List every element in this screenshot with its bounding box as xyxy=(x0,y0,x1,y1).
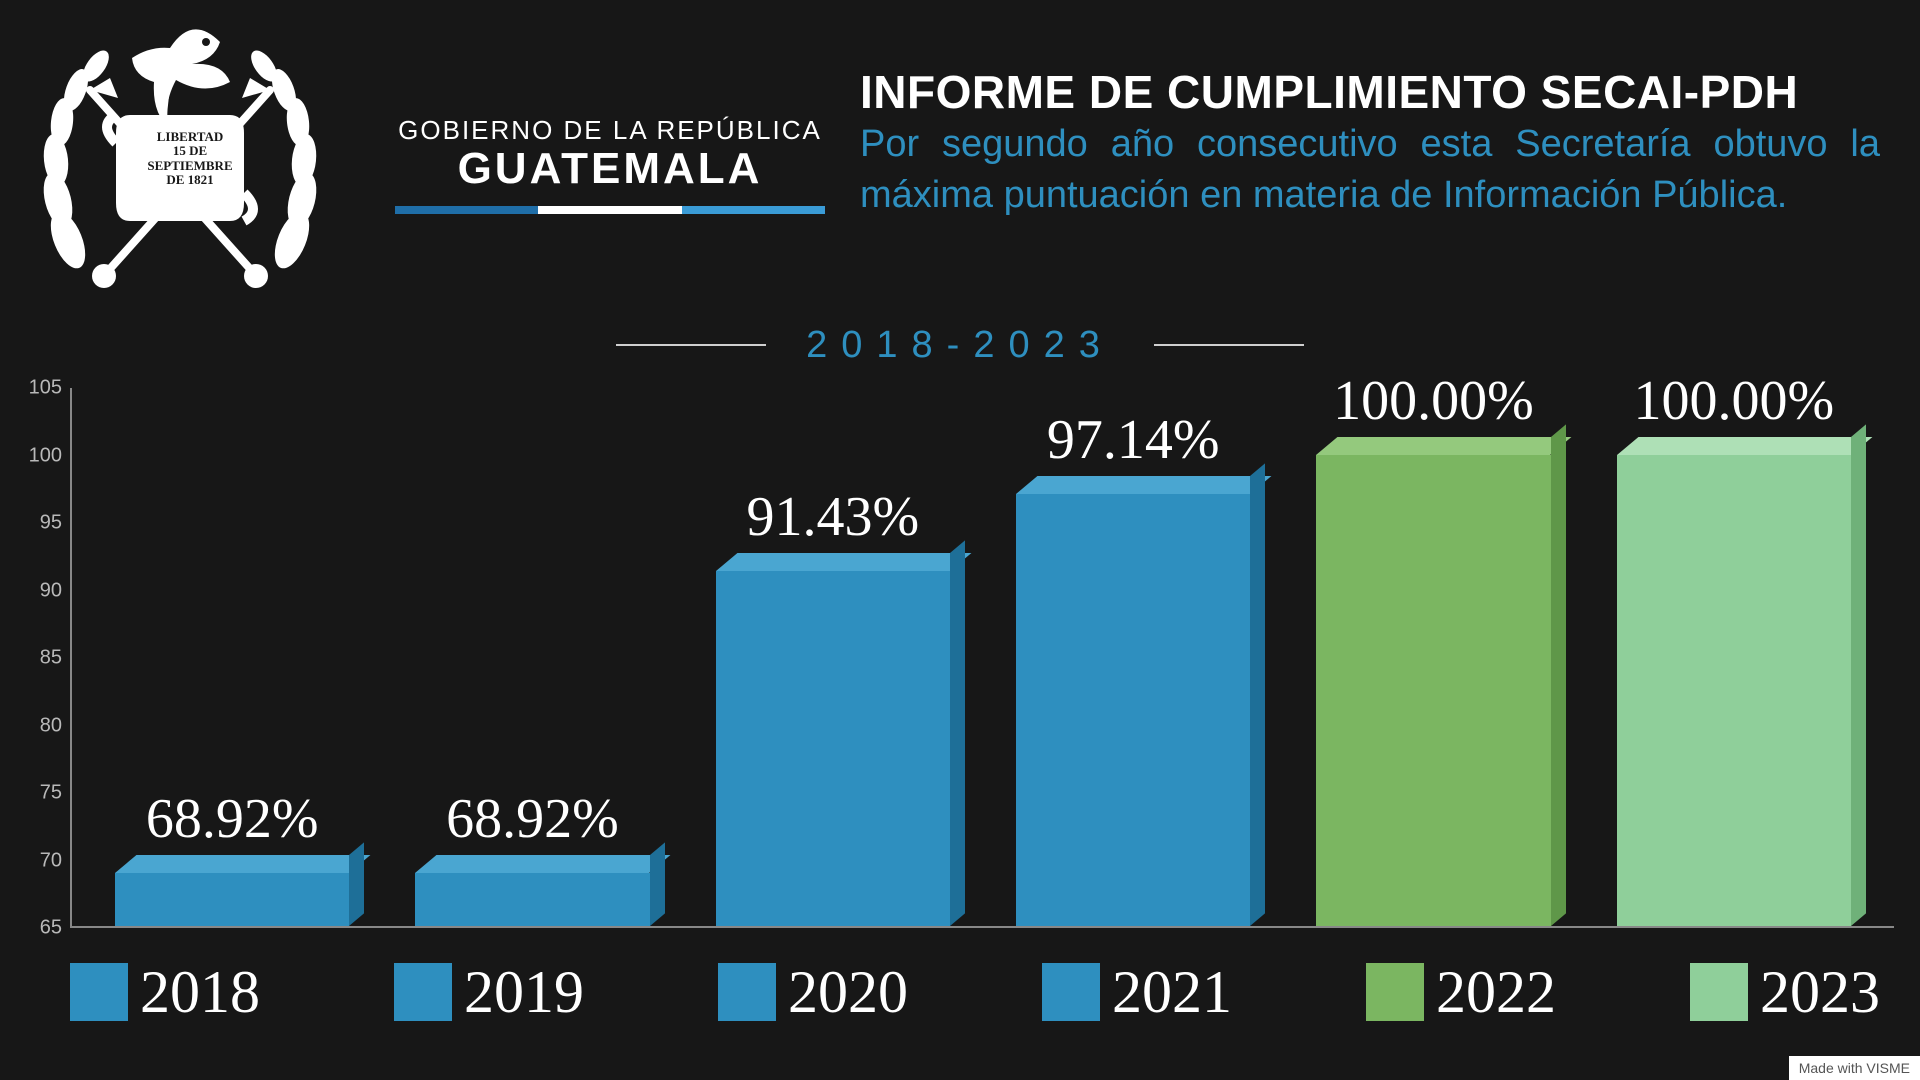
bar-value-label: 97.14% xyxy=(1047,408,1220,472)
y-tick-label: 70 xyxy=(40,849,62,872)
gov-subheading: GOBIERNO DE LA REPÚBLICA xyxy=(395,115,825,146)
y-axis: 65707580859095100105 xyxy=(14,388,70,928)
legend-year: 2022 xyxy=(1436,958,1556,1027)
bars-container: 68.92% 68.92% 91.43% 97.14% 100.00% 100.00% xyxy=(72,388,1894,926)
bar: 97.14% xyxy=(1016,494,1250,926)
legend-swatch xyxy=(394,963,452,1021)
scroll-line: 15 DE xyxy=(140,144,240,158)
legend-item: 2018 xyxy=(70,958,260,1027)
compliance-bar-chart: 65707580859095100105 68.92%68.92%91.43%9… xyxy=(14,388,1894,928)
y-tick-label: 80 xyxy=(40,714,62,737)
bar-value-label: 100.00% xyxy=(1633,369,1834,433)
bar-slot: 68.92% xyxy=(82,388,382,926)
bar-slot: 97.14% xyxy=(983,388,1283,926)
year-range-text: 2018-2023 xyxy=(806,324,1114,367)
legend-item: 2021 xyxy=(1042,958,1232,1027)
bar-value-label: 100.00% xyxy=(1333,369,1534,433)
legend-swatch xyxy=(718,963,776,1021)
scroll-line: DE 1821 xyxy=(140,173,240,187)
header: LIBERTAD 15 DE SEPTIEMBRE DE 1821 GOBIER… xyxy=(20,20,1880,300)
bar: 68.92% xyxy=(415,873,649,926)
legend-year: 2023 xyxy=(1760,958,1880,1027)
y-tick-label: 105 xyxy=(29,377,62,400)
bar: 91.43% xyxy=(716,571,950,926)
bar: 100.00% xyxy=(1316,455,1550,926)
main-title: INFORME DE CUMPLIMIENTO SECAI-PDH xyxy=(860,65,1880,119)
range-rule-right xyxy=(1154,344,1304,346)
plot-area: 68.92% 68.92% 91.43% 97.14% 100.00% 100.00% xyxy=(70,388,1894,928)
legend-swatch xyxy=(70,963,128,1021)
gov-underline xyxy=(395,206,825,214)
legend-item: 2023 xyxy=(1690,958,1880,1027)
coat-of-arms-emblem: LIBERTAD 15 DE SEPTIEMBRE DE 1821 xyxy=(20,20,340,320)
legend-swatch xyxy=(1042,963,1100,1021)
subtitle: Por segundo año consecutivo esta Secreta… xyxy=(860,119,1880,222)
legend: 2018 2019 2020 2021 2022 2023 xyxy=(70,952,1880,1032)
scroll-line: SEPTIEMBRE xyxy=(140,159,240,173)
bar-slot: 100.00% xyxy=(1584,388,1884,926)
legend-year: 2021 xyxy=(1112,958,1232,1027)
y-tick-label: 90 xyxy=(40,579,62,602)
bar-value-label: 68.92% xyxy=(146,787,319,851)
scroll-line: LIBERTAD xyxy=(140,130,240,144)
y-tick-label: 95 xyxy=(40,512,62,535)
legend-year: 2019 xyxy=(464,958,584,1027)
bar-value-label: 91.43% xyxy=(746,485,919,549)
emblem-scroll-text: LIBERTAD 15 DE SEPTIEMBRE DE 1821 xyxy=(140,130,240,187)
legend-year: 2018 xyxy=(140,958,260,1027)
bar: 100.00% xyxy=(1617,455,1851,926)
y-tick-label: 100 xyxy=(29,444,62,467)
bar-slot: 100.00% xyxy=(1283,388,1583,926)
government-logo-text: GOBIERNO DE LA REPÚBLICA GUATEMALA xyxy=(395,115,825,214)
title-block: INFORME DE CUMPLIMIENTO SECAI-PDH Por se… xyxy=(860,65,1880,222)
y-tick-label: 65 xyxy=(40,917,62,940)
range-rule-left xyxy=(616,344,766,346)
legend-item: 2022 xyxy=(1366,958,1556,1027)
y-tick-label: 85 xyxy=(40,647,62,670)
legend-swatch xyxy=(1366,963,1424,1021)
bar: 68.92% xyxy=(115,873,349,926)
y-tick-label: 75 xyxy=(40,782,62,805)
watermark: Made with VISME xyxy=(1789,1056,1920,1080)
legend-item: 2019 xyxy=(394,958,584,1027)
gov-heading: GUATEMALA xyxy=(395,144,825,194)
year-range-row: 2018-2023 xyxy=(0,320,1920,370)
legend-year: 2020 xyxy=(788,958,908,1027)
bar-slot: 68.92% xyxy=(382,388,682,926)
legend-swatch xyxy=(1690,963,1748,1021)
bar-slot: 91.43% xyxy=(683,388,983,926)
bar-value-label: 68.92% xyxy=(446,787,619,851)
legend-item: 2020 xyxy=(718,958,908,1027)
